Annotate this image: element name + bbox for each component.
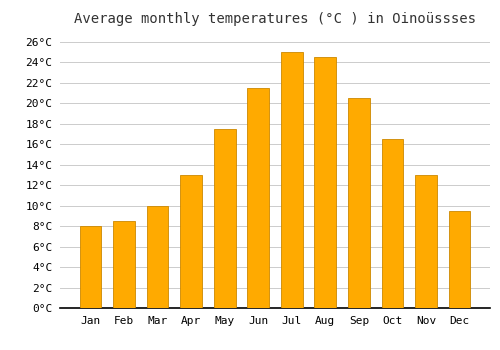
- Bar: [382, 139, 404, 308]
- Bar: [415, 175, 437, 308]
- Title: Average monthly temperatures (°C ) in Oinoüssses: Average monthly temperatures (°C ) in Oi…: [74, 12, 476, 26]
- Bar: [248, 88, 269, 308]
- Bar: [448, 211, 470, 308]
- Bar: [314, 57, 336, 308]
- Bar: [146, 205, 169, 308]
- Bar: [281, 52, 302, 308]
- Bar: [214, 129, 236, 308]
- Bar: [180, 175, 202, 308]
- Bar: [113, 221, 135, 308]
- Bar: [80, 226, 102, 308]
- Bar: [348, 98, 370, 308]
